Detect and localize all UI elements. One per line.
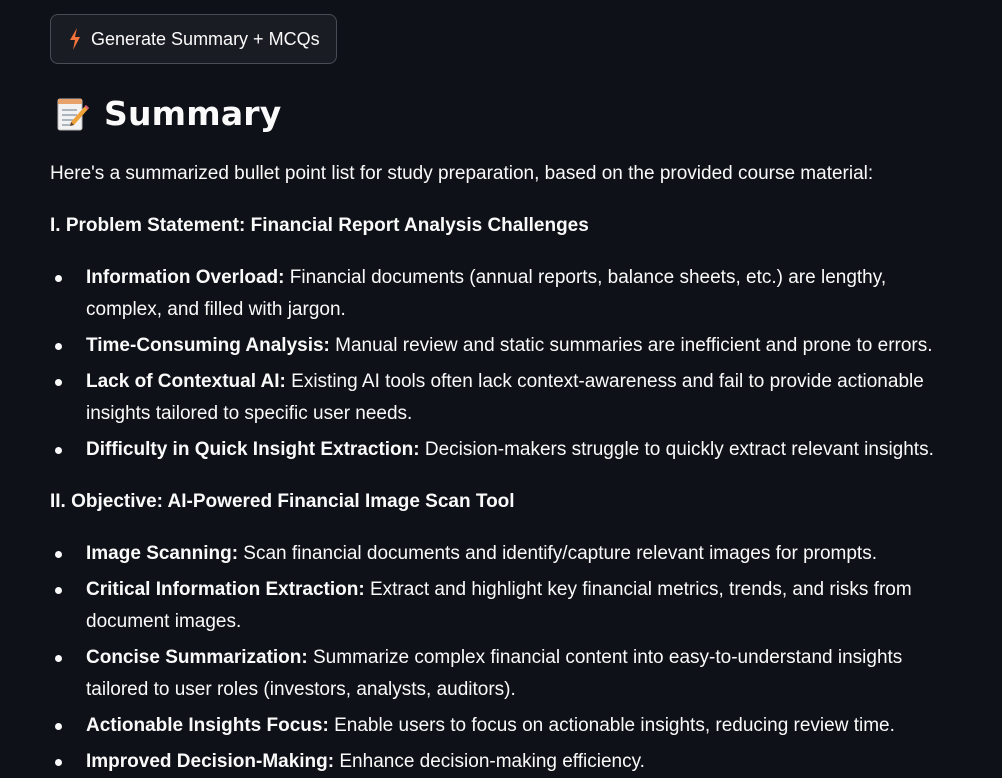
- summary-intro: Here's a summarized bullet point list fo…: [50, 163, 874, 184]
- list-item-term: Difficulty in Quick Insight Extraction:: [86, 439, 420, 460]
- section-title-problem-statement: I. Problem Statement: Financial Report A…: [50, 215, 589, 236]
- list-item-term: Time-Consuming Analysis:: [86, 335, 330, 356]
- list-item-text: Manual review and static summaries are i…: [329, 335, 933, 356]
- list-item-text: Enhance decision-making efficiency.: [334, 751, 645, 772]
- list-item: Actionable Insights Focus: Enable users …: [50, 710, 950, 742]
- summary-heading: Summary: [56, 94, 282, 133]
- section-title-objective: II. Objective: AI-Powered Financial Imag…: [50, 491, 515, 512]
- lightning-bolt-icon: [70, 28, 80, 50]
- list-item: Improved Decision-Making: Enhance decisi…: [50, 746, 950, 778]
- list-item: Lack of Contextual AI: Existing AI tools…: [50, 366, 950, 430]
- list-item: Information Overload: Financial document…: [50, 262, 950, 326]
- summary-title: Summary: [104, 94, 282, 133]
- list-item-term: Actionable Insights Focus:: [86, 715, 329, 736]
- list-item-term: Critical Information Extraction:: [86, 579, 365, 600]
- summary-body: Here's a summarized bullet point list fo…: [50, 158, 950, 778]
- list-item-text: Scan financial documents and identify/ca…: [238, 543, 877, 564]
- list-item-text: Existing AI tools often lack context-awa…: [86, 371, 924, 424]
- objective-list: Image Scanning: Scan financial documents…: [50, 538, 950, 778]
- memo-icon: [57, 98, 89, 130]
- list-item-text: Extract and highlight key financial metr…: [86, 579, 912, 632]
- list-item-term: Image Scanning:: [86, 543, 239, 564]
- list-item-text: Enable users to focus on actionable insi…: [328, 715, 895, 736]
- list-item-text: Decision-makers struggle to quickly extr…: [419, 439, 934, 460]
- generate-summary-mcqs-button[interactable]: Generate Summary + MCQs: [50, 14, 337, 64]
- generate-button-label: Generate Summary + MCQs: [91, 28, 320, 49]
- list-item: Critical Information Extraction: Extract…: [50, 574, 950, 638]
- list-item: Time-Consuming Analysis: Manual review a…: [50, 330, 950, 362]
- list-item-term: Information Overload:: [86, 267, 285, 288]
- list-item-text: Summarize complex financial content into…: [86, 647, 903, 700]
- list-item: Concise Summarization: Summarize complex…: [50, 642, 950, 706]
- list-item-term: Lack of Contextual AI:: [86, 371, 286, 392]
- problem-statement-list: Information Overload: Financial document…: [50, 262, 950, 466]
- list-item-term: Concise Summarization:: [86, 647, 308, 668]
- list-item-text: Financial documents (annual reports, bal…: [86, 267, 887, 320]
- list-item: Difficulty in Quick Insight Extraction: …: [50, 434, 950, 466]
- list-item: Image Scanning: Scan financial documents…: [50, 538, 950, 570]
- list-item-term: Improved Decision-Making:: [86, 751, 335, 772]
